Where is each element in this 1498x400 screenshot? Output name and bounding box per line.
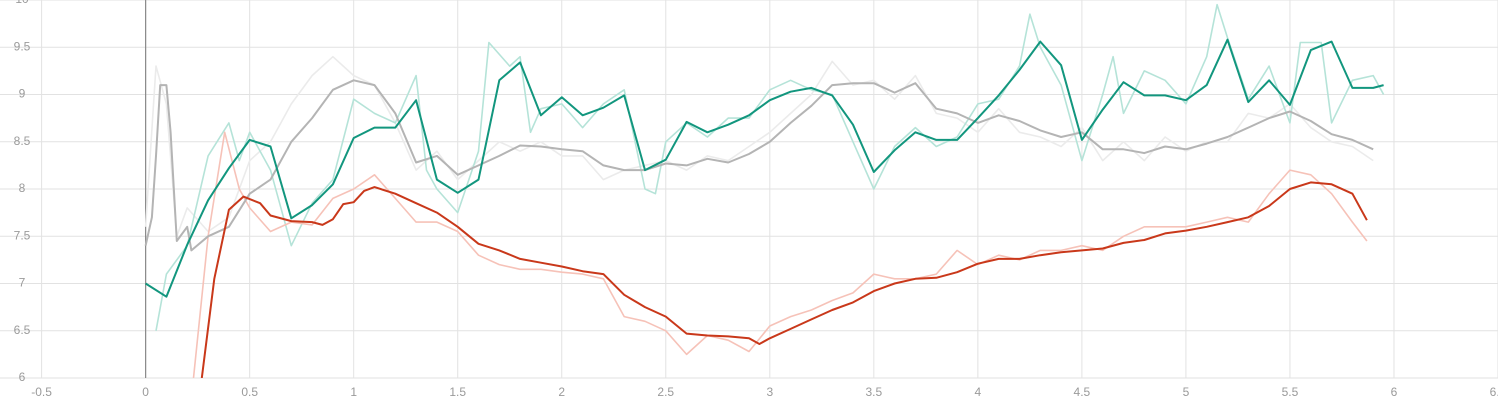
y-tick-label: 8.5 [14, 134, 31, 148]
x-tick-label: 3 [766, 385, 773, 399]
x-tick-label: 3.5 [865, 385, 882, 399]
x-tick-label: 2 [558, 385, 565, 399]
x-tick-label: 6 [1391, 385, 1398, 399]
y-tick-label: 6 [19, 370, 26, 384]
x-tick-label: 0.5 [241, 385, 258, 399]
raw-line [144, 55, 1374, 238]
x-tick-label: 1.5 [449, 385, 466, 399]
smoothed-line [144, 79, 1374, 252]
y-tick-label: 9.5 [14, 39, 31, 53]
y-tick-label: 7 [19, 276, 26, 290]
raw-line [192, 131, 1368, 378]
y-tick-label: 9 [19, 87, 26, 101]
x-tick-label: 4 [975, 385, 982, 399]
y-tick-label: 10 [15, 0, 29, 6]
x-tick-label: 5 [1183, 385, 1190, 399]
y-tick-label: 6.5 [14, 323, 31, 337]
x-tick-label: 0 [142, 385, 149, 399]
x-tick-label: 4.5 [1074, 385, 1091, 399]
x-tick-label: 1 [350, 385, 357, 399]
x-tick-label: 5.5 [1282, 385, 1299, 399]
plot-area [144, 3, 1385, 378]
x-tick-label: 2.5 [657, 385, 674, 399]
x-tick-label: -0.5 [31, 385, 52, 399]
grid [0, 0, 1498, 379]
y-tick-label: 8 [19, 181, 26, 195]
x-tick-label: 6.5 [1490, 385, 1498, 399]
smoothed-line [145, 38, 1384, 298]
axis-labels: 6 6.5 7 7.5 8 8.5 9 9.5 10 -0.5 0 0.5 1 1.5 2 2.5 3 3.5 4 4… [14, 0, 1498, 399]
y-tick-label: 7.5 [14, 228, 31, 242]
smoothed-line [200, 181, 1368, 378]
raw-line [155, 3, 1385, 331]
